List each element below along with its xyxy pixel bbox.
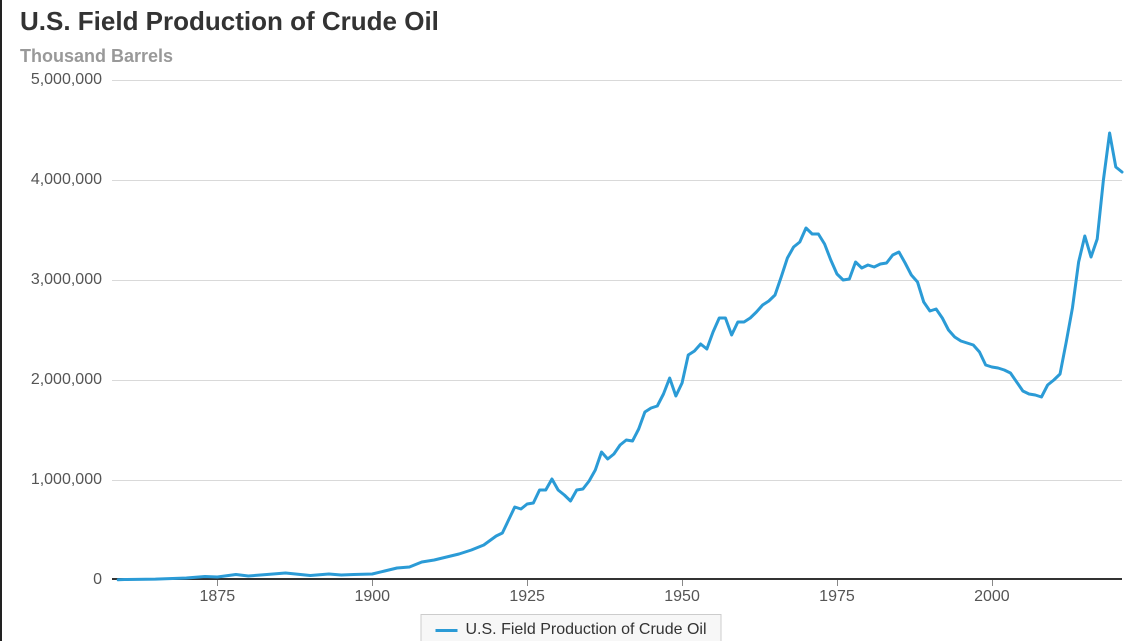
chart-title: U.S. Field Production of Crude Oil (20, 6, 439, 37)
x-tick-label: 1975 (819, 588, 855, 606)
y-tick-label: 1,000,000 (31, 471, 102, 489)
series-svg (112, 80, 1122, 580)
x-tick (837, 580, 838, 586)
x-tick-label: 1900 (354, 588, 390, 606)
series-line (118, 133, 1122, 580)
x-tick (992, 580, 993, 586)
x-tick (217, 580, 218, 586)
x-tick (372, 580, 373, 586)
x-tick-label: 2000 (974, 588, 1010, 606)
chart-subtitle: Thousand Barrels (20, 46, 173, 67)
x-tick-label: 1950 (664, 588, 700, 606)
y-tick-label: 3,000,000 (31, 271, 102, 289)
y-tick-label: 5,000,000 (31, 71, 102, 89)
x-tick (527, 580, 528, 586)
y-tick-label: 0 (93, 571, 102, 589)
x-tick-label: 1925 (509, 588, 545, 606)
x-tick-label: 1875 (200, 588, 236, 606)
legend: U.S. Field Production of Crude Oil (421, 614, 722, 641)
y-tick-label: 2,000,000 (31, 371, 102, 389)
plot-area: 01,000,0002,000,0003,000,0004,000,0005,0… (112, 80, 1122, 580)
x-tick (682, 580, 683, 586)
legend-label: U.S. Field Production of Crude Oil (466, 621, 707, 639)
y-tick-label: 4,000,000 (31, 171, 102, 189)
chart-container: U.S. Field Production of Crude Oil Thous… (0, 0, 1140, 641)
legend-swatch (436, 629, 458, 632)
